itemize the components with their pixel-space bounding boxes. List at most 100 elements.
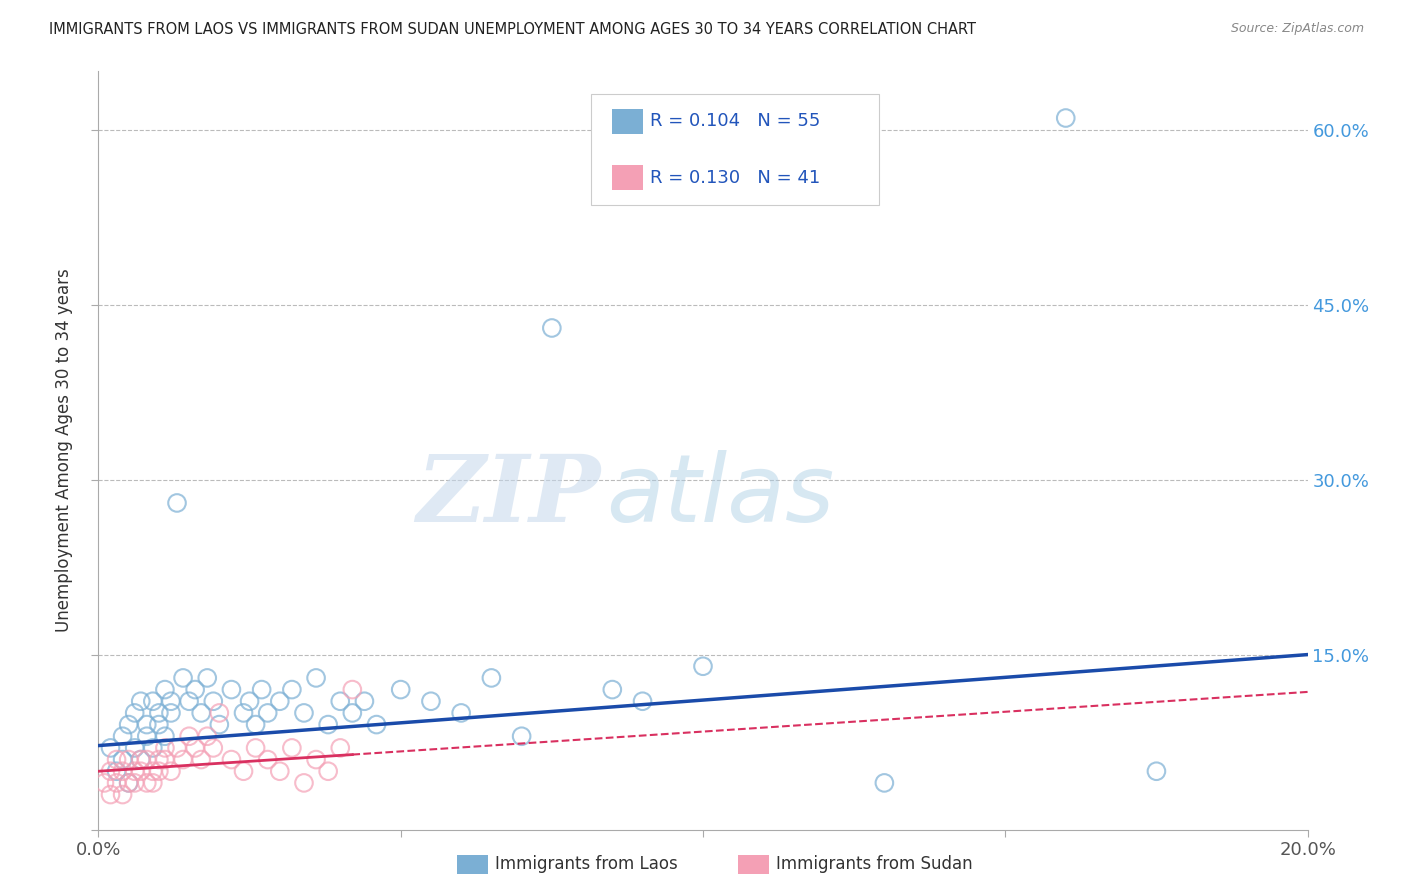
Point bbox=[100, 788, 122, 802]
Point bbox=[510, 729, 533, 743]
Point bbox=[111, 729, 134, 743]
Point bbox=[148, 706, 170, 720]
Point bbox=[232, 706, 254, 720]
Point bbox=[129, 764, 152, 779]
Point bbox=[179, 694, 201, 708]
Point bbox=[269, 764, 291, 779]
Point bbox=[602, 682, 624, 697]
Point bbox=[148, 753, 170, 767]
Point bbox=[118, 753, 141, 767]
Point bbox=[353, 694, 375, 708]
Point bbox=[420, 694, 443, 708]
Point bbox=[135, 776, 157, 790]
Point bbox=[450, 706, 472, 720]
Point bbox=[105, 776, 128, 790]
Point bbox=[366, 717, 388, 731]
Point bbox=[269, 694, 291, 708]
Point bbox=[305, 753, 328, 767]
Point bbox=[166, 496, 188, 510]
Point bbox=[292, 776, 315, 790]
Point bbox=[172, 671, 194, 685]
Point bbox=[232, 764, 254, 779]
Text: ZIP: ZIP bbox=[416, 451, 600, 541]
Point bbox=[118, 776, 141, 790]
Point bbox=[195, 671, 218, 685]
Point bbox=[184, 682, 207, 697]
Y-axis label: Unemployment Among Ages 30 to 34 years: Unemployment Among Ages 30 to 34 years bbox=[55, 268, 73, 632]
Point bbox=[142, 694, 165, 708]
Point bbox=[153, 729, 176, 743]
Point bbox=[692, 659, 714, 673]
Point bbox=[873, 776, 896, 790]
Point bbox=[129, 753, 152, 767]
Point bbox=[100, 764, 122, 779]
Point bbox=[118, 776, 141, 790]
Point bbox=[540, 321, 562, 335]
Point bbox=[250, 682, 273, 697]
Point bbox=[135, 753, 157, 767]
Point bbox=[316, 764, 339, 779]
Point bbox=[245, 717, 267, 731]
Point bbox=[1144, 764, 1167, 779]
Point bbox=[239, 694, 262, 708]
Point bbox=[124, 776, 146, 790]
Point bbox=[342, 706, 364, 720]
Point bbox=[142, 764, 165, 779]
Text: Immigrants from Sudan: Immigrants from Sudan bbox=[776, 855, 973, 873]
Point bbox=[245, 740, 267, 755]
Point bbox=[153, 753, 176, 767]
Point bbox=[256, 753, 278, 767]
Point bbox=[305, 671, 328, 685]
Point bbox=[93, 776, 115, 790]
Point bbox=[179, 729, 201, 743]
Point bbox=[166, 740, 188, 755]
Point bbox=[153, 682, 176, 697]
Point bbox=[281, 740, 304, 755]
Point bbox=[221, 753, 243, 767]
Point bbox=[111, 753, 134, 767]
Point bbox=[329, 740, 352, 755]
Point bbox=[135, 717, 157, 731]
Point bbox=[329, 694, 352, 708]
Point bbox=[172, 753, 194, 767]
Point bbox=[195, 729, 218, 743]
Text: atlas: atlas bbox=[606, 450, 835, 541]
Point bbox=[160, 764, 183, 779]
Point bbox=[153, 740, 176, 755]
Point bbox=[111, 764, 134, 779]
Point bbox=[281, 682, 304, 697]
Point bbox=[105, 764, 128, 779]
Point bbox=[316, 717, 339, 731]
Text: Source: ZipAtlas.com: Source: ZipAtlas.com bbox=[1230, 22, 1364, 36]
Point bbox=[292, 706, 315, 720]
Point bbox=[111, 788, 134, 802]
Point bbox=[190, 753, 212, 767]
Point bbox=[202, 694, 225, 708]
Point bbox=[631, 694, 654, 708]
Point bbox=[342, 682, 364, 697]
Point bbox=[202, 740, 225, 755]
Point bbox=[208, 706, 231, 720]
Point bbox=[184, 740, 207, 755]
Point bbox=[124, 740, 146, 755]
Point bbox=[129, 694, 152, 708]
Point bbox=[160, 694, 183, 708]
Point bbox=[208, 717, 231, 731]
Point bbox=[129, 753, 152, 767]
Point bbox=[124, 764, 146, 779]
Point bbox=[256, 706, 278, 720]
Point bbox=[1054, 111, 1077, 125]
Text: R = 0.104   N = 55: R = 0.104 N = 55 bbox=[650, 112, 820, 130]
Point bbox=[105, 753, 128, 767]
Point bbox=[142, 776, 165, 790]
Point bbox=[142, 740, 165, 755]
Point bbox=[135, 729, 157, 743]
Point bbox=[481, 671, 503, 685]
Text: R = 0.130   N = 41: R = 0.130 N = 41 bbox=[650, 169, 820, 186]
Point bbox=[160, 706, 183, 720]
Point bbox=[148, 764, 170, 779]
Point bbox=[124, 706, 146, 720]
Point bbox=[221, 682, 243, 697]
Point bbox=[100, 740, 122, 755]
Point bbox=[118, 717, 141, 731]
